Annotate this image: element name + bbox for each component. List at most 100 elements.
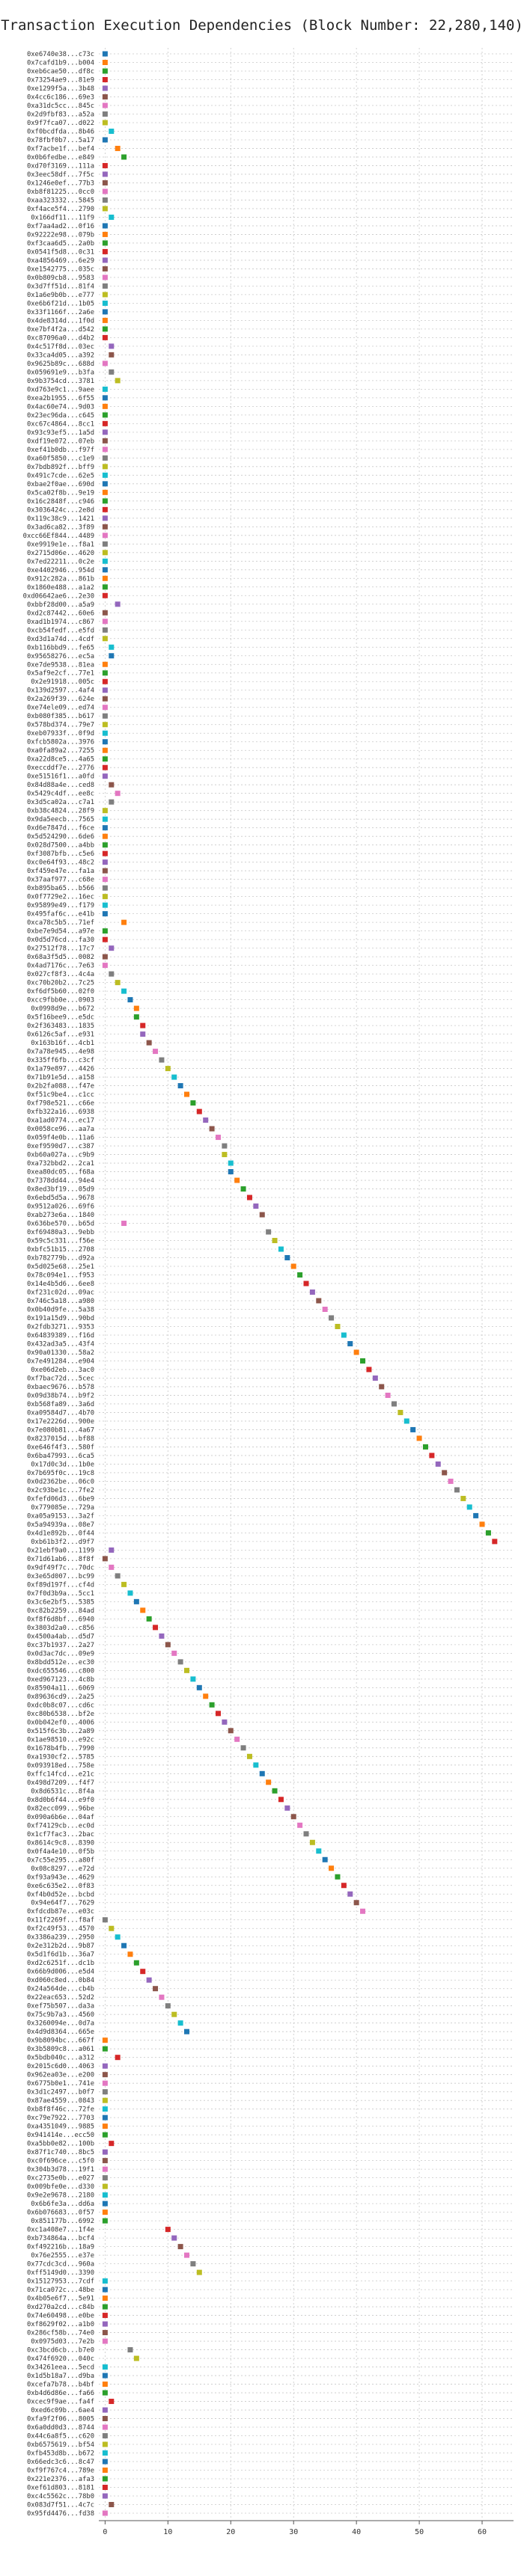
data-point bbox=[109, 1564, 115, 1570]
data-point bbox=[353, 1349, 359, 1355]
y-tick-label: 0xc2735e0b...e027 bbox=[27, 2175, 94, 2183]
data-point bbox=[127, 997, 133, 1003]
y-tick-label: 0xa09584d7...4b70 bbox=[27, 1409, 94, 1417]
y-tick-label: 0xe6c635e2...0f83 bbox=[27, 1883, 94, 1890]
y-tick-label: 0x93c93ef5...1a5d bbox=[27, 429, 94, 437]
data-point bbox=[109, 644, 115, 650]
data-point bbox=[102, 438, 108, 444]
data-point bbox=[102, 696, 108, 702]
data-point bbox=[473, 1512, 479, 1518]
data-point bbox=[146, 1040, 152, 1046]
data-point bbox=[290, 1814, 296, 1820]
data-point bbox=[102, 334, 108, 340]
y-tick-label: 0x78c094e1...f953 bbox=[27, 1272, 94, 1280]
y-tick-label: 0xb8f8f46c...72fe bbox=[27, 2106, 94, 2114]
data-point bbox=[372, 1375, 378, 1381]
data-point bbox=[102, 283, 108, 289]
y-tick-label: 0x7ed22211...0c2e bbox=[27, 558, 94, 565]
y-tick-label: 0xf89d197f...cf4d bbox=[27, 1581, 94, 1589]
y-tick-label: 0xca78c5b5...71ef bbox=[27, 919, 94, 927]
x-tick-label: 10 bbox=[163, 2528, 172, 2536]
y-tick-label: 0xf7aa4ad2...0f16 bbox=[27, 223, 94, 230]
data-point bbox=[102, 76, 108, 82]
y-tick-label: 0x2fdb3271...9353 bbox=[27, 1323, 94, 1331]
data-point bbox=[102, 954, 108, 960]
data-point bbox=[353, 1900, 359, 1906]
data-point bbox=[102, 102, 108, 108]
y-tick-label: 0xc0f696ce...c5f0 bbox=[27, 2158, 94, 2165]
y-tick-label: 0x73254ae9...81e9 bbox=[27, 76, 94, 84]
data-point bbox=[102, 447, 108, 453]
y-tick-label: 0x9b3754cd...3781 bbox=[27, 378, 94, 385]
data-point bbox=[115, 1573, 121, 1579]
data-point bbox=[102, 894, 108, 900]
y-tick-label: 0xfa9f2f06...8005 bbox=[27, 2416, 94, 2423]
y-tick-label: 0xf8629f02...a1b0 bbox=[27, 2321, 94, 2328]
data-point bbox=[102, 2468, 108, 2474]
y-tick-label: 0x083d7f51...4c7c bbox=[27, 2502, 94, 2509]
y-tick-label: 0x8ed3bf19...05d9 bbox=[27, 1186, 94, 1194]
data-point bbox=[109, 2502, 115, 2508]
y-tick-label: 0x2715d06e...4620 bbox=[27, 550, 94, 557]
y-tick-label: 0xb4d6d86e...fa66 bbox=[27, 2390, 94, 2397]
data-point bbox=[102, 266, 108, 272]
data-point bbox=[102, 2390, 108, 2396]
y-tick-label: 0x1cf7fac3...2bac bbox=[27, 1831, 94, 1839]
data-point bbox=[153, 1625, 159, 1631]
y-tick-label: 0x1a6e9b0b...e777 bbox=[27, 292, 94, 299]
data-point bbox=[485, 1530, 491, 1536]
data-point bbox=[385, 1392, 391, 1398]
data-point bbox=[102, 2149, 108, 2155]
y-tick-label: 0xc70b20b2...7c25 bbox=[27, 980, 94, 987]
data-point bbox=[115, 2055, 121, 2061]
y-tick-label: 0x68a3f5d5...0082 bbox=[27, 954, 94, 961]
data-point bbox=[102, 739, 108, 745]
data-point bbox=[102, 2106, 108, 2112]
y-tick-label: 0x74e60498...e0be bbox=[27, 2313, 94, 2320]
data-point bbox=[102, 592, 108, 598]
y-tick-label: 0x7e080b81...4a67 bbox=[27, 1426, 94, 1434]
y-tick-label: 0x498d7209...f4f7 bbox=[27, 1779, 94, 1787]
data-point bbox=[102, 936, 108, 942]
y-tick-label: 0x4ad7176c...7e63 bbox=[27, 963, 94, 970]
y-tick-label: 0xa31dc5cc...845c bbox=[27, 102, 94, 110]
y-tick-label: 0xf3087bfb...c5e6 bbox=[27, 850, 94, 858]
y-tick-label: 0x093918ed...758e bbox=[27, 1762, 94, 1770]
y-tick-label: 0x851177b...6992 bbox=[31, 2218, 94, 2225]
data-point bbox=[102, 455, 108, 461]
y-tick-label: 0x4ac60e74...9d03 bbox=[27, 403, 94, 411]
y-tick-label: 0x76e2555...e37e bbox=[31, 2252, 94, 2260]
y-tick-label: 0x21ebf9a0...1199 bbox=[27, 1547, 94, 1554]
y-tick-label: 0x139d2597...4af4 bbox=[27, 687, 94, 695]
data-point bbox=[115, 378, 121, 384]
data-point bbox=[397, 1409, 403, 1415]
data-point bbox=[102, 764, 108, 770]
y-tick-label: 0xdf19e072...07eb bbox=[27, 438, 94, 445]
y-tick-label: 0xffc14fcd...e21c bbox=[27, 1770, 94, 1778]
y-tick-label: 0x3e65d007...bc99 bbox=[27, 1573, 94, 1580]
data-point bbox=[228, 1160, 234, 1166]
y-tick-label: 0xc1a408e7...1f4e bbox=[27, 2227, 94, 2234]
y-tick-label: 0xdc655546...c800 bbox=[27, 1667, 94, 1675]
data-point bbox=[329, 1865, 335, 1871]
data-point bbox=[165, 1642, 171, 1648]
data-point bbox=[184, 1091, 190, 1097]
y-tick-label: 0x2d9fbf83...a52a bbox=[27, 111, 94, 118]
data-point bbox=[379, 1384, 385, 1390]
data-point bbox=[184, 2252, 190, 2258]
y-tick-label: 0xa732bbd2...2ca1 bbox=[27, 1160, 94, 1168]
y-tick-label: 0xb38c4824...28f9 bbox=[27, 808, 94, 815]
y-tick-label: 0x1678b4fb...7990 bbox=[27, 1745, 94, 1752]
data-point bbox=[102, 317, 108, 323]
y-tick-label: 0x2e91918...005c bbox=[31, 678, 94, 686]
data-point bbox=[102, 877, 108, 883]
data-point bbox=[121, 1221, 127, 1227]
y-tick-label: 0x59c5c331...f56e bbox=[27, 1238, 94, 1245]
y-tick-label: 0xa22d8ce5...4a65 bbox=[27, 756, 94, 764]
y-tick-label: 0xa4856469...6e29 bbox=[27, 257, 94, 265]
y-tick-label: 0x6126c5af...e931 bbox=[27, 1031, 94, 1039]
x-tick-labels: 0 10 20 30 40 50 60 bbox=[103, 2521, 487, 2536]
data-point bbox=[102, 472, 108, 478]
y-tick-label: 0x0975d03...7e2b bbox=[31, 2338, 94, 2346]
